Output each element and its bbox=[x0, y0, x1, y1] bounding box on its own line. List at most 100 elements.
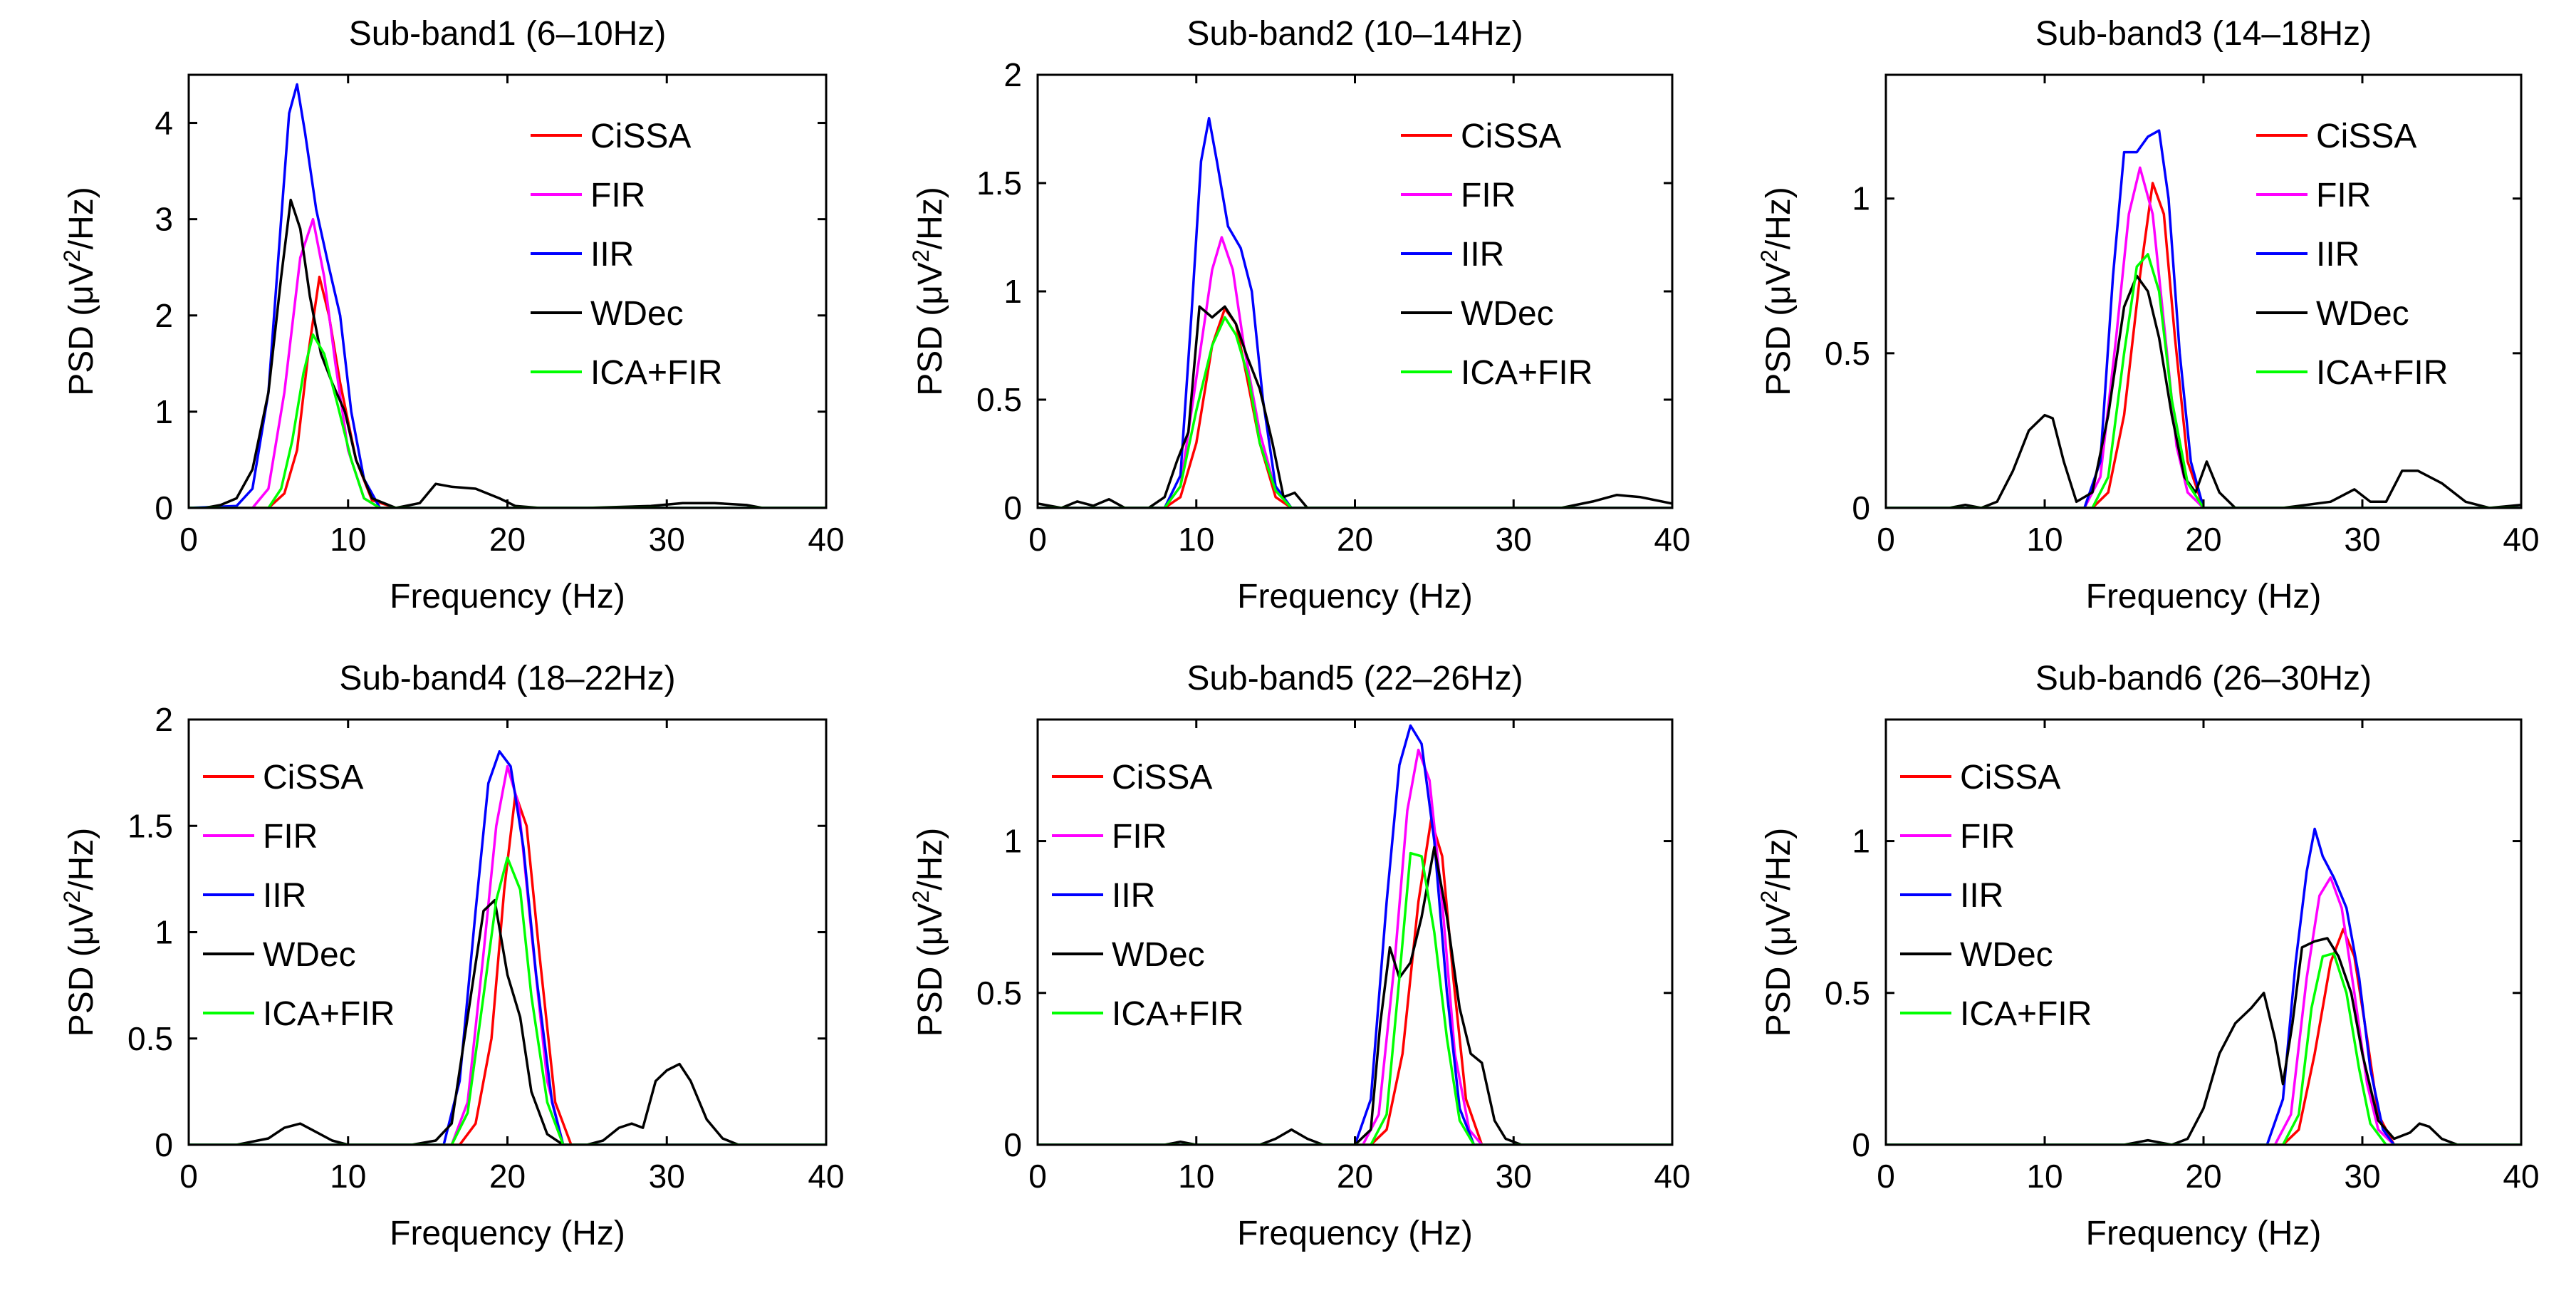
y-tick-label: 2 bbox=[155, 701, 173, 738]
chart-panel-1: Sub-band1 (6–10Hz) 0 10 20 30 40 0 1 2 3 4 Frequenc… bbox=[59, 15, 845, 616]
x-tick-label: 30 bbox=[2344, 1158, 2380, 1195]
legend: CiSSA FIR IIR WDec ICA+FIR bbox=[2256, 118, 2448, 392]
x-tick-label: 40 bbox=[1654, 521, 1690, 558]
y-tick-label: 1 bbox=[1852, 823, 1870, 860]
legend-label: ICA+FIR bbox=[2316, 354, 2448, 392]
y-axis-label-sup: 2 bbox=[59, 249, 85, 262]
legend-label: CiSSA bbox=[1461, 118, 1561, 155]
chart-panel-5: Sub-band5 (22–26Hz) 0 10 20 30 40 0 0.5 1 Frequen… bbox=[908, 660, 1691, 1252]
legend-label: FIR bbox=[1112, 818, 1167, 856]
series-group bbox=[189, 750, 826, 1145]
x-tick-label: 0 bbox=[1877, 1158, 1895, 1195]
y-tick-label: 1 bbox=[1852, 180, 1870, 217]
plot-frame bbox=[187, 73, 828, 509]
legend-label: FIR bbox=[1960, 818, 2015, 856]
legend-label: IIR bbox=[263, 877, 306, 915]
legend-label: WDec bbox=[263, 936, 356, 974]
y-axis-label-end: /Hz) bbox=[1760, 828, 1798, 890]
legend-label: IIR bbox=[2316, 236, 2359, 274]
y-tick-label: 0 bbox=[1003, 1126, 1022, 1163]
series-line-iir bbox=[1038, 724, 1672, 1145]
series-line-cissa bbox=[1038, 818, 1672, 1145]
x-axis-label: Frequency (Hz) bbox=[1237, 1215, 1473, 1252]
y-axis-label-end: /Hz) bbox=[63, 828, 100, 890]
x-tick-label: 20 bbox=[2185, 1158, 2221, 1195]
legend-label: FIR bbox=[590, 177, 645, 214]
x-tick-label: 20 bbox=[1337, 1158, 1373, 1195]
series-line-wdec bbox=[1038, 846, 1672, 1145]
series-line-cissa bbox=[1886, 928, 2521, 1145]
legend: CiSSA FIR IIR WDec ICA+FIR bbox=[531, 118, 722, 392]
series-group bbox=[189, 83, 826, 508]
series-line-fir bbox=[1886, 166, 2521, 508]
chart-title: Sub-band6 (26–30Hz) bbox=[2035, 660, 2372, 697]
y-tick-label: 4 bbox=[155, 105, 173, 142]
y-tick-label: 0 bbox=[155, 489, 173, 526]
series-line-cissa bbox=[1886, 182, 2521, 508]
series-line-wdec bbox=[1038, 305, 1672, 508]
series-line-ica-fir bbox=[1038, 851, 1672, 1145]
y-tick-label: 0.5 bbox=[1825, 975, 1870, 1012]
chart-title: Sub-band1 (6–10Hz) bbox=[349, 15, 667, 53]
chart-title: Sub-band3 (14–18Hz) bbox=[2035, 15, 2372, 53]
y-axis-label-sup: 2 bbox=[59, 890, 85, 903]
y-tick-label: 3 bbox=[155, 201, 173, 238]
x-tick-label: 0 bbox=[179, 521, 198, 558]
series-line-iir bbox=[1038, 117, 1672, 508]
x-tick-label: 10 bbox=[330, 1158, 366, 1195]
legend-label: WDec bbox=[2316, 295, 2409, 333]
x-tick-label: 20 bbox=[489, 521, 526, 558]
y-axis-label-main: PSD (μV bbox=[1760, 903, 1798, 1037]
legend: CiSSA FIR IIR WDec ICA+FIR bbox=[1052, 759, 1243, 1033]
x-tick-label: 40 bbox=[1654, 1158, 1690, 1195]
series-line-ica-fir bbox=[189, 333, 826, 508]
x-tick-label: 20 bbox=[489, 1158, 526, 1195]
y-tick-label: 0 bbox=[1852, 489, 1870, 526]
y-tick-label: 0.5 bbox=[976, 381, 1022, 418]
x-tick-label: 10 bbox=[1178, 521, 1214, 558]
series-line-iir bbox=[189, 83, 826, 508]
chart-title: Sub-band4 (18–22Hz) bbox=[339, 660, 675, 697]
chart-panel-3: Sub-band3 (14–18Hz) 0 10 20 30 40 0 0.5 1 Frequen… bbox=[1756, 15, 2540, 616]
y-tick-label: 2 bbox=[1003, 56, 1022, 93]
legend-label: FIR bbox=[1461, 177, 1516, 214]
y-axis-label-main: PSD (μV bbox=[912, 903, 949, 1037]
series-group bbox=[1038, 724, 1672, 1145]
y-axis-label-end: /Hz) bbox=[912, 187, 949, 249]
series-line-fir bbox=[1886, 876, 2521, 1145]
legend-label: CiSSA bbox=[1112, 759, 1212, 796]
legend-label: FIR bbox=[2316, 177, 2371, 214]
x-tick-label: 30 bbox=[2344, 521, 2380, 558]
series-line-ica-fir bbox=[189, 856, 826, 1145]
y-axis-label-main: PSD (μV bbox=[1760, 262, 1798, 396]
x-tick-label: 0 bbox=[1028, 1158, 1047, 1195]
legend-label: CiSSA bbox=[1960, 759, 2060, 796]
x-axis-label: Frequency (Hz) bbox=[2086, 1215, 2322, 1252]
x-tick-label: 20 bbox=[2185, 521, 2221, 558]
legend-label: ICA+FIR bbox=[263, 995, 395, 1033]
plot-frame bbox=[1036, 73, 1674, 509]
legend-label: ICA+FIR bbox=[1112, 995, 1243, 1033]
legend-label: ICA+FIR bbox=[1461, 354, 1592, 392]
x-axis-label: Frequency (Hz) bbox=[390, 1215, 625, 1252]
series-line-wdec bbox=[1886, 937, 2521, 1145]
y-axis-label: PSD (μV2/Hz) bbox=[1756, 187, 1798, 395]
x-tick-label: 30 bbox=[1496, 521, 1532, 558]
x-tick-label: 0 bbox=[1877, 521, 1895, 558]
legend-label: CiSSA bbox=[590, 118, 691, 155]
legend-label: WDec bbox=[1112, 936, 1205, 974]
chart-title: Sub-band2 (10–14Hz) bbox=[1187, 15, 1523, 53]
chart-title: Sub-band5 (22–26Hz) bbox=[1187, 660, 1523, 697]
x-tick-label: 10 bbox=[2026, 521, 2063, 558]
legend-label: IIR bbox=[590, 236, 634, 274]
legend-label: IIR bbox=[1112, 877, 1155, 915]
y-tick-label: 2 bbox=[155, 297, 173, 334]
series-line-ica-fir bbox=[1886, 952, 2521, 1145]
y-tick-label: 0.5 bbox=[976, 975, 1022, 1012]
legend-label: FIR bbox=[263, 818, 318, 856]
y-tick-label: 0.5 bbox=[1825, 335, 1870, 372]
series-line-wdec bbox=[189, 198, 826, 508]
series-line-iir bbox=[1886, 129, 2521, 508]
x-tick-label: 40 bbox=[808, 1158, 844, 1195]
